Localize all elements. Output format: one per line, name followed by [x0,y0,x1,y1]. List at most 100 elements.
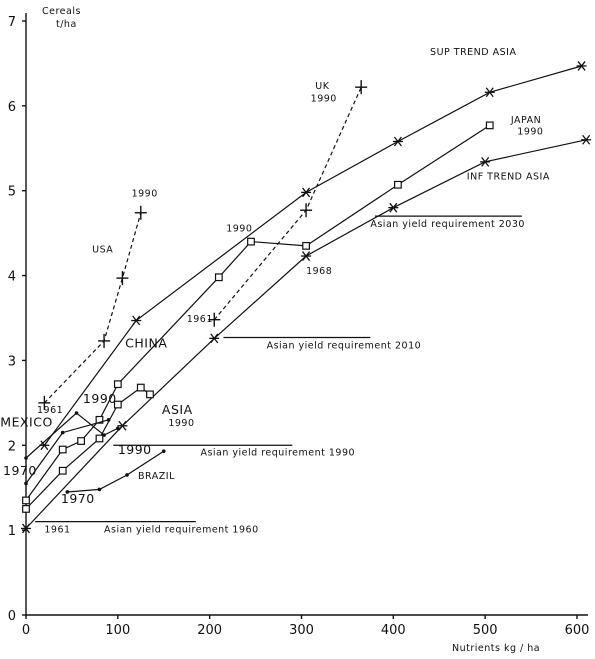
square-marker [146,390,154,399]
dot-marker [97,487,102,492]
series-asia [22,383,154,513]
annotation-label: 1990 [118,442,152,457]
star-stroke [118,420,127,431]
star-stroke [481,156,490,167]
star-marker [209,333,220,344]
star-stroke [21,523,31,534]
plus-marker [116,271,129,286]
dot-marker [161,449,166,454]
square-marker [485,121,494,130]
series-mexico [24,418,111,486]
annotation-label: Asian yield requirement 2010 [267,341,422,352]
star-marker [480,156,491,167]
annotation-label: 1990 [132,189,158,200]
series-china [24,411,120,460]
series-line [25,412,119,459]
series-group [21,61,592,534]
dot-marker [102,433,106,437]
series-line [43,212,142,404]
series-brazil [65,449,166,494]
star-marker [131,315,142,326]
square-marker [77,437,85,445]
series-line [25,139,587,529]
annotation-label: 1990 [226,223,252,234]
annotation-label: Asian yield requirement 1990 [200,447,355,458]
x-tick-label: 200 [197,623,222,638]
annotation-label: 1961 [37,405,63,416]
annotation-label: MEXICO [0,415,53,430]
series-usa [38,205,147,410]
star-stroke [582,134,591,145]
star-stroke [132,315,141,326]
dot-marker [106,418,111,422]
x-tick-label: 100 [105,623,130,638]
y-tick-label: 2 [8,439,16,454]
dot-marker [125,473,129,477]
series-sup-trend-asia [39,61,587,451]
annotation-label: 1970 [3,463,37,478]
annotation-label: 1970 [61,491,95,506]
series-line [25,124,491,501]
star-stroke [302,251,311,261]
y-axis-title-line1: Cereals [42,6,81,17]
axes: 0 1 2 3 4 5 6 7 0 100 200 300 400 500 600 [8,12,589,638]
square-marker [113,400,122,409]
reference-lines [35,215,522,523]
annotation-label: UK [315,81,329,92]
square-marker [302,241,310,250]
star-marker [392,136,403,147]
star-stroke [485,87,494,98]
series-line [67,450,165,493]
star-marker [581,134,592,145]
y-tick-label: 3 [8,354,16,369]
plus-marker [300,203,313,218]
star-marker [21,523,31,534]
annotation-label: 1990 [517,127,543,138]
dot-marker [60,430,65,435]
annotation-label: ASIA [162,402,193,417]
star-marker [576,61,587,71]
annotation-label: CHINA [125,336,167,351]
y-tick-label: 4 [8,270,16,285]
square-marker [214,273,223,282]
square-marker [95,434,104,443]
star-marker [301,187,312,198]
annotation-label: JAPAN [510,115,541,126]
series-uk [208,80,368,327]
annotation-label: INF TREND ASIA [467,172,550,183]
square-marker [95,415,104,424]
annotation-label: SUP TREND ASIA [430,47,516,58]
plus-marker [134,205,147,220]
annotation-label: 1990 [311,94,337,105]
star-marker [117,420,128,431]
annotation-label: 1968 [306,266,332,277]
annotation-label: 1961 [44,525,70,536]
x-tick-label: 0 [22,623,30,638]
annotation-label: Asian yield requirement 2030 [370,219,525,230]
dot-marker [116,426,120,431]
annotation-label: 1990 [168,418,194,429]
x-tick-label: 500 [473,623,498,638]
square-marker [58,466,67,475]
series-line [43,65,582,446]
star-stroke [389,202,398,213]
star-marker [388,202,399,213]
y-tick-label: 5 [8,185,16,200]
annotation-label: BRAZIL [138,471,175,482]
series-inf-trend-asia [21,134,592,534]
y-tick-label: 1 [8,524,16,539]
y-axis-title-line2: t/ha [56,19,77,30]
annotation-label: USA [92,245,113,256]
series-line [213,86,362,321]
square-marker [58,445,67,454]
star-marker [301,251,312,261]
plus-marker [98,333,111,348]
star-marker [484,87,495,98]
square-marker [113,380,122,389]
star-stroke [577,61,586,71]
star-stroke [210,333,219,344]
dot-marker [24,481,28,486]
x-tick-label: 400 [381,623,406,638]
